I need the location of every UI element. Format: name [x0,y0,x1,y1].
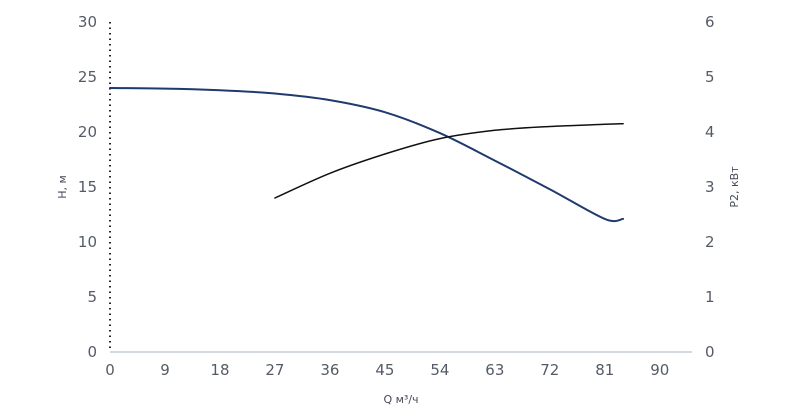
y-tick-label: 30 [78,13,97,31]
y2-tick-label: 5 [705,68,715,86]
y2-tick-labels: 0 1 2 3 4 5 6 [705,13,715,361]
power-curve-line [274,122,624,199]
x-tick-label: 0 [105,361,115,379]
y2-tick-label: 3 [705,178,715,196]
y-tick-labels: 0 5 10 15 20 25 30 [78,13,97,361]
y-axis-title: H, м [56,175,69,199]
y2-tick-label: 6 [705,13,715,31]
x-tick-label: 54 [430,361,449,379]
x-tick-label: 45 [375,361,394,379]
series-layer [109,87,625,223]
x-tick-labels: 0 9 18 27 36 45 54 63 72 81 90 [105,361,669,379]
head-curve-line [109,87,625,223]
x-tick-label: 36 [320,361,339,379]
x-tick-label: 81 [595,361,614,379]
x-tick-label: 9 [160,361,170,379]
y-tick-label: 20 [78,123,97,141]
y2-tick-label: 2 [705,233,715,251]
x-tick-label: 18 [210,361,229,379]
y2-tick-label: 4 [705,123,715,141]
x-tick-label: 63 [485,361,504,379]
y-tick-label: 10 [78,233,97,251]
y-tick-label: 0 [87,343,97,361]
y-tick-label: 15 [78,178,97,196]
y2-tick-label: 0 [705,343,715,361]
y-tick-label: 25 [78,68,97,86]
y-tick-label: 5 [87,288,97,306]
x-axis-title: Q м³/ч [383,393,418,406]
y2-tick-label: 1 [705,288,715,306]
x-tick-label: 72 [540,361,559,379]
x-tick-label: 27 [265,361,284,379]
x-tick-label: 90 [650,361,669,379]
y2-axis-title: P2, кВт [728,166,741,208]
